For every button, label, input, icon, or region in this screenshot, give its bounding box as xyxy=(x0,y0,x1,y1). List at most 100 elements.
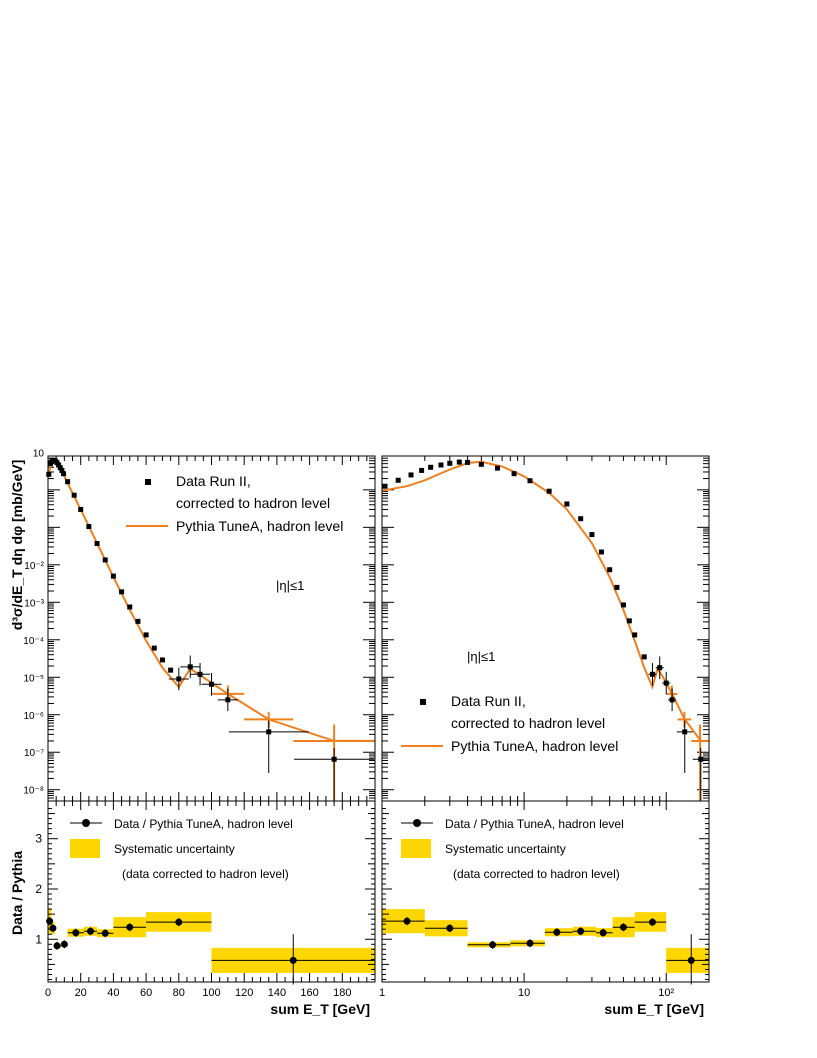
left-ratio-frame xyxy=(47,800,376,983)
ratio-point xyxy=(87,927,95,935)
y-axis-title-ratio: Data / Pythia xyxy=(9,851,25,935)
ratio-point xyxy=(175,918,183,926)
data-marks xyxy=(46,457,709,985)
data-point xyxy=(456,459,462,465)
y-tick-label: 10⁻⁶ xyxy=(23,711,44,722)
x-tick-label: 40 xyxy=(107,987,119,999)
data-point xyxy=(127,604,133,610)
ratio-point xyxy=(489,941,497,949)
data-point xyxy=(395,477,401,483)
data-point xyxy=(86,524,92,530)
x-tick-label: 160 xyxy=(300,987,318,999)
ratio-point xyxy=(687,956,695,964)
x-tick-label: 120 xyxy=(235,987,253,999)
x-axis-title-right: sum E_T [GeV] xyxy=(604,1001,704,1017)
data-point xyxy=(187,664,193,670)
data-point xyxy=(669,697,675,703)
legend-band-label: Systematic uncertainty xyxy=(114,842,235,856)
ratio-point xyxy=(53,942,61,950)
data-point xyxy=(438,462,444,468)
ratio-point xyxy=(60,940,68,948)
data-point xyxy=(56,462,62,468)
legend-ratio-label: Data / Pythia TuneA, hadron level xyxy=(114,817,293,831)
legend-data-label: corrected to hadron level xyxy=(451,715,605,731)
y-tick-label: 10⁻³ xyxy=(24,598,44,609)
data-point xyxy=(197,671,203,677)
data-point xyxy=(607,567,613,573)
eta-annotation: |η|≤1 xyxy=(467,649,495,664)
data-point xyxy=(119,589,125,595)
data-point xyxy=(589,532,595,538)
ratio-point xyxy=(126,923,134,931)
ratio-point xyxy=(577,927,585,935)
ratio-point xyxy=(46,917,54,925)
legend-model-label: Pythia TuneA, hadron level xyxy=(176,518,343,534)
right-ratio-frame xyxy=(381,800,710,983)
legend-ratio-marker xyxy=(82,819,90,827)
data-point xyxy=(61,471,67,477)
legend-data-label: Data Run II, xyxy=(451,693,526,709)
data-point xyxy=(110,573,116,579)
x-tick-label: 10 xyxy=(518,987,530,999)
data-point xyxy=(331,756,337,762)
data-point xyxy=(419,467,425,473)
data-point xyxy=(546,488,552,494)
y-tick-label: 1 xyxy=(35,932,42,946)
data-point xyxy=(626,618,632,624)
legend-model-label: Pythia TuneA, hadron level xyxy=(451,738,618,754)
ratio-point xyxy=(403,917,411,925)
data-point xyxy=(657,665,663,671)
data-point xyxy=(641,654,647,660)
data-point xyxy=(57,465,63,471)
legend-band-swatch xyxy=(70,839,100,858)
data-point xyxy=(465,459,471,465)
data-point xyxy=(102,557,108,563)
data-point xyxy=(143,632,149,638)
data-point xyxy=(225,697,231,703)
data-point xyxy=(632,632,638,638)
y-tick-label: 2 xyxy=(35,882,42,896)
ratio-point xyxy=(619,923,627,931)
panel-frames xyxy=(47,455,710,983)
data-point xyxy=(428,464,434,470)
y-tick-label: 10⁻² xyxy=(24,561,44,572)
data-point xyxy=(71,492,77,498)
legend-data-marker xyxy=(145,479,151,485)
legend-ratio-marker xyxy=(413,819,421,827)
data-point xyxy=(46,471,52,477)
y-tick-label: 10⁻⁸ xyxy=(23,786,44,797)
ratio-point xyxy=(446,924,454,932)
data-point xyxy=(698,756,704,762)
data-point xyxy=(578,516,584,522)
data-point xyxy=(527,478,533,484)
data-point xyxy=(564,501,570,507)
x-tick-label: 0 xyxy=(45,987,51,999)
data-point xyxy=(447,460,453,466)
data-point xyxy=(151,645,157,651)
x-tick-label: 80 xyxy=(173,987,185,999)
x-tick-label: 180 xyxy=(333,987,351,999)
uncertainty-bands xyxy=(48,908,709,973)
data-point xyxy=(135,618,141,624)
y-tick-label: 10⁻⁴ xyxy=(23,636,44,647)
data-point xyxy=(59,467,65,473)
data-point xyxy=(511,471,517,477)
legends: Data Run II, corrected to hadron level Pyt… xyxy=(70,473,624,881)
y-tick-label: 3 xyxy=(35,832,42,846)
x-tick-label: 60 xyxy=(140,987,152,999)
y-axis-title-main: d³σ/dE_T dη dφ [mb/GeV] xyxy=(9,460,25,630)
legend-band-swatch xyxy=(401,839,431,858)
axis-ticks xyxy=(47,455,710,982)
ratio-point xyxy=(599,929,607,937)
eta-annotation: |η|≤1 xyxy=(276,578,304,593)
x-tick-label: 1 xyxy=(379,987,385,999)
axis-labels: 10 10⁻² 10⁻³ 10⁻⁴ 10⁻⁵ 10⁻⁶ 10⁻⁷ 10⁻⁸ 0 20 40 60 80 1… xyxy=(9,448,704,1017)
x-tick-label: 140 xyxy=(268,987,286,999)
ratio-point xyxy=(648,918,656,926)
y-tick-label: 10 xyxy=(33,448,45,459)
legend-data-label: Data Run II, xyxy=(176,473,251,489)
data-point xyxy=(159,657,165,663)
legend-ratio-label: Data / Pythia TuneA, hadron level xyxy=(445,817,624,831)
model-line xyxy=(381,460,709,742)
